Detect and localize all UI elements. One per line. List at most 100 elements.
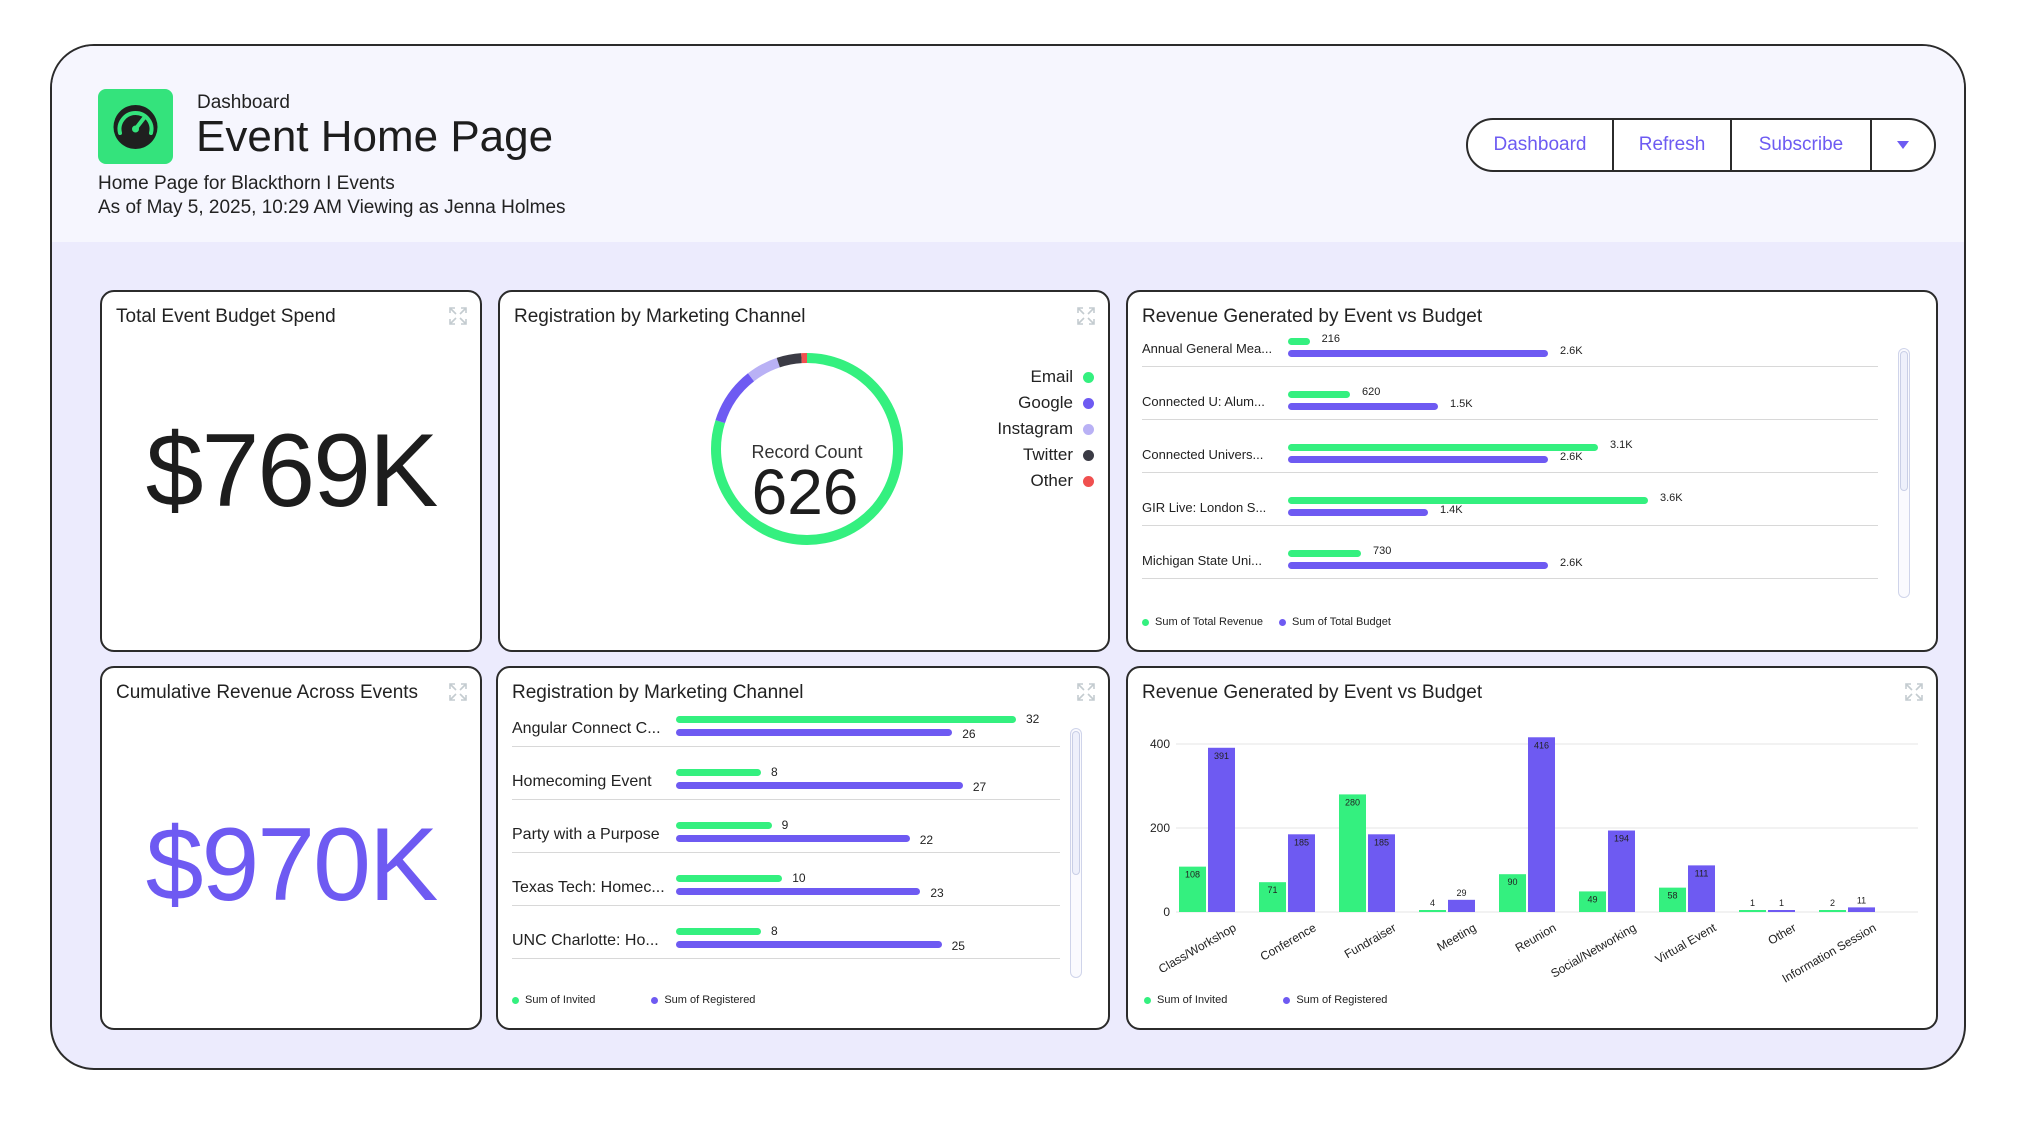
donut-center-value: 626: [752, 456, 859, 528]
y-tick-label: 200: [1150, 821, 1170, 835]
revenue-bar: [1288, 338, 1310, 345]
invited-bar[interactable]: [1339, 794, 1366, 912]
expand-icon[interactable]: [448, 306, 468, 326]
invited-bar[interactable]: [1499, 874, 1526, 912]
event-label: Texas Tech: Homec...: [512, 879, 665, 896]
scrollbar-thumb[interactable]: [1900, 351, 1908, 491]
subscribe-button[interactable]: Subscribe: [1732, 120, 1872, 170]
registered-bar: [676, 941, 942, 948]
registered-bar: [676, 835, 910, 842]
legend-label: Google: [1018, 393, 1073, 412]
donut-legend: Email Google Instagram Twitter Other: [997, 364, 1094, 494]
x-tick-label: Fundraiser: [1342, 920, 1399, 961]
invited-value-label: 10: [792, 871, 806, 885]
invited-bar[interactable]: [1659, 887, 1686, 912]
expand-icon[interactable]: [448, 682, 468, 702]
registered-bar[interactable]: [1368, 834, 1395, 912]
row-divider: [1142, 366, 1878, 367]
legend-label: Other: [1030, 471, 1073, 490]
registered-bar[interactable]: [1528, 737, 1555, 912]
legend-swatch-registered: [651, 996, 659, 1004]
event-label: Angular Connect C...: [512, 720, 661, 737]
breadcrumb[interactable]: Dashboard: [197, 92, 290, 113]
expand-icon[interactable]: [1076, 306, 1096, 326]
registered-value-label: 23: [930, 886, 944, 900]
event-label: Connected U: Alum...: [1142, 394, 1265, 409]
registered-bar[interactable]: [1208, 747, 1235, 912]
card-title: Total Event Budget Spend: [116, 306, 336, 327]
scrollbar[interactable]: [1070, 728, 1082, 978]
subtitle-description: Home Page for Blackthorn I Events: [98, 173, 395, 194]
scrollbar-thumb[interactable]: [1072, 731, 1080, 875]
x-tick-label: Class/Workshop: [1156, 920, 1239, 976]
invited-bar[interactable]: [1419, 910, 1446, 912]
bar-value-label: 416: [1534, 740, 1549, 750]
bar-value-label: 185: [1374, 837, 1389, 847]
donut-slice-twitter[interactable]: [776, 353, 802, 368]
dashboard-button[interactable]: Dashboard: [1468, 120, 1614, 170]
revenue-value-label: 620: [1362, 386, 1381, 398]
invited-bar: [676, 928, 761, 935]
revenue-bar: [1288, 550, 1361, 557]
invited-bar[interactable]: [1579, 891, 1606, 912]
row-divider: [1142, 419, 1878, 420]
invited-bar[interactable]: [1739, 910, 1766, 912]
x-tick-label: Reunion: [1513, 920, 1559, 954]
invited-bar: [676, 875, 783, 882]
invited-value-label: 9: [781, 818, 789, 832]
revenue-bar: [1288, 391, 1350, 398]
legend-label-invited: Sum of Invited: [1157, 994, 1228, 1006]
scrollbar[interactable]: [1898, 348, 1910, 598]
budget-value-label: 1.5K: [1450, 398, 1473, 410]
bar-value-label: 58: [1667, 891, 1677, 901]
registered-bar[interactable]: [1608, 830, 1635, 912]
bar-value-label: 29: [1456, 888, 1466, 898]
budget-value-label: 2.6K: [1560, 557, 1583, 569]
legend-item-other: Other: [997, 468, 1094, 494]
row-divider: [512, 905, 1060, 906]
invited-bar[interactable]: [1819, 910, 1846, 912]
budget-bar: [1288, 403, 1438, 410]
budget-bar: [1288, 350, 1548, 357]
bar-value-label: 391: [1214, 751, 1229, 761]
legend-label-budget: Sum of Total Budget: [1292, 616, 1391, 628]
registered-bar[interactable]: [1448, 899, 1475, 912]
legend-label-invited: Sum of Invited: [525, 994, 596, 1006]
bar-value-label: 194: [1614, 834, 1629, 844]
expand-icon[interactable]: [1076, 682, 1096, 702]
legend-swatch: [1083, 475, 1094, 487]
bar-value-label: 90: [1507, 877, 1517, 887]
legend-swatch-invited: [512, 996, 519, 1004]
invited-bar: [676, 769, 761, 776]
invited-value-label: 8: [771, 924, 778, 938]
page-title: Event Home Page: [196, 112, 554, 161]
invited-bar[interactable]: [1259, 882, 1286, 912]
legend-swatch-revenue: [1142, 618, 1149, 626]
event-label: Michigan State Uni...: [1142, 553, 1262, 568]
expand-icon[interactable]: [1904, 682, 1924, 702]
event-label: Homecoming Event: [512, 773, 652, 790]
bar-value-label: 108: [1185, 870, 1200, 880]
row-divider: [512, 799, 1060, 800]
registered-value-label: 26: [962, 727, 976, 741]
registered-bar[interactable]: [1768, 910, 1795, 912]
caret-down-icon: [1897, 141, 1909, 149]
budget-value: $769K: [145, 413, 439, 529]
more-actions-dropdown[interactable]: [1872, 120, 1934, 170]
registered-bar[interactable]: [1848, 907, 1875, 912]
revenue-vbar-card: Revenue Generated by Event vs Budget 0 20…: [1126, 666, 1938, 1030]
invited-value-label: 8: [771, 765, 778, 779]
registered-bar[interactable]: [1288, 834, 1315, 912]
invited-bar[interactable]: [1179, 866, 1206, 912]
donut-slice-google[interactable]: [715, 373, 755, 424]
legend-swatch-invited: [1144, 996, 1151, 1004]
donut-slice-email[interactable]: [711, 353, 903, 545]
registered-bar[interactable]: [1688, 865, 1715, 912]
budget-value-label: 1.4K: [1440, 504, 1463, 516]
revenue-value-label: 3.1K: [1610, 439, 1633, 451]
cumulative-revenue-value: $970K: [145, 807, 439, 923]
donut-slice-instagram[interactable]: [747, 357, 781, 382]
bar-value-label: 111: [1695, 868, 1709, 878]
budget-bar: [1288, 456, 1548, 463]
refresh-button[interactable]: Refresh: [1614, 120, 1732, 170]
